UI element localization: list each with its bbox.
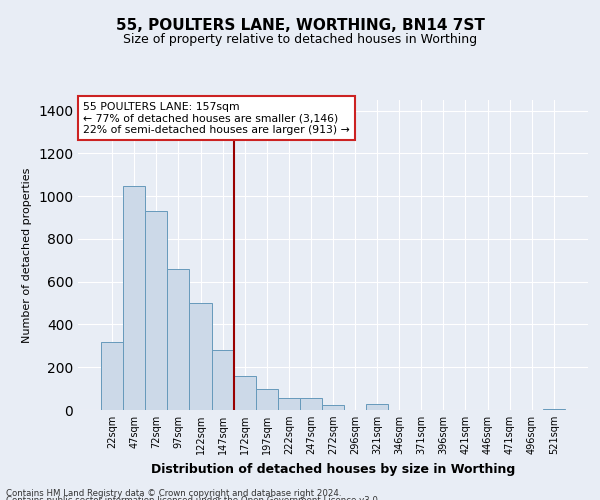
Bar (167, 269, 190, 410)
Text: Size of property relative to detached houses in Worthing: Size of property relative to detached ho… (123, 32, 477, 46)
Bar (101, 342, 123, 410)
Bar (278, 398, 300, 410)
Y-axis label: Number of detached properties: Number of detached properties (22, 168, 32, 342)
Bar (212, 350, 233, 410)
X-axis label: Distribution of detached houses by size in Worthing: Distribution of detached houses by size … (151, 462, 515, 475)
Text: Contains HM Land Registry data © Crown copyright and database right 2024.: Contains HM Land Registry data © Crown c… (6, 488, 341, 498)
Bar (322, 404, 344, 410)
Bar (256, 388, 278, 410)
Bar (300, 398, 322, 410)
Text: Contains public sector information licensed under the Open Government Licence v3: Contains public sector information licen… (6, 496, 380, 500)
Bar (123, 186, 145, 410)
Bar (190, 303, 212, 410)
Text: 55 POULTERS LANE: 157sqm
← 77% of detached houses are smaller (3,146)
22% of sem: 55 POULTERS LANE: 157sqm ← 77% of detach… (83, 102, 350, 134)
Text: 55, POULTERS LANE, WORTHING, BN14 7ST: 55, POULTERS LANE, WORTHING, BN14 7ST (116, 18, 484, 32)
Bar (366, 404, 388, 410)
Bar (543, 409, 565, 410)
Bar (233, 376, 256, 410)
Bar (145, 211, 167, 410)
